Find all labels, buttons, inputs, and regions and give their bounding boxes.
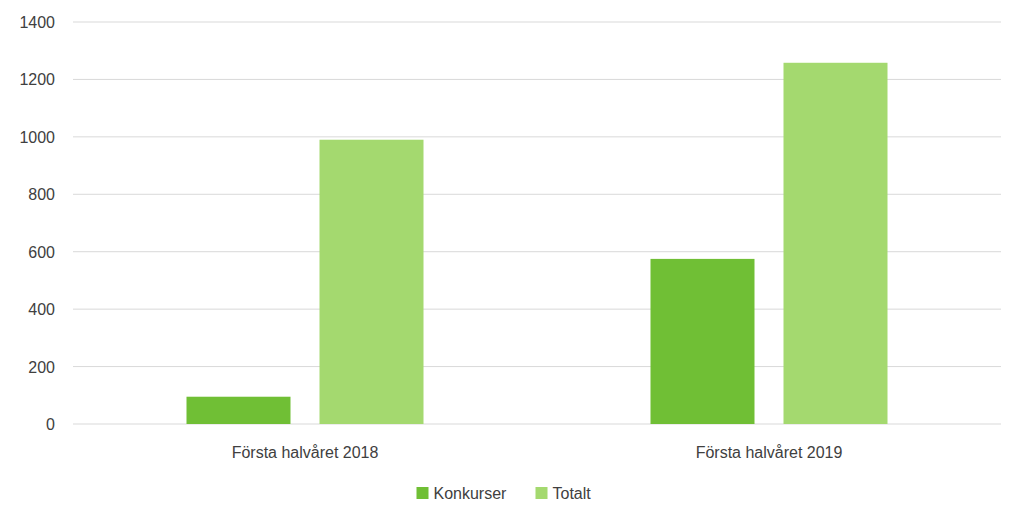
bar — [320, 140, 424, 424]
y-tick-label: 1400 — [19, 14, 55, 31]
chart-container: 0 200 400 600 800 1000 1200 1400 Första halvåret… — [0, 0, 1024, 524]
grid-line — [73, 22, 1001, 23]
y-tick-label: 800 — [28, 186, 55, 203]
bar — [187, 397, 291, 424]
x-tick-label: Första halvåret 2019 — [696, 444, 843, 461]
y-tick-label: 1200 — [19, 71, 55, 88]
bar — [784, 63, 888, 424]
chart-svg: 0 200 400 600 800 1000 1200 1400 Första halvåret… — [0, 0, 1024, 524]
y-tick-label: 200 — [28, 359, 55, 376]
y-tick-label: 1000 — [19, 129, 55, 146]
y-tick-label: 600 — [28, 244, 55, 261]
bars — [187, 63, 888, 424]
y-tick-label: 0 — [46, 416, 55, 433]
legend: Konkurser Totalt — [417, 485, 592, 502]
legend-swatch — [536, 487, 548, 499]
legend-label: Totalt — [553, 485, 592, 502]
bar — [651, 259, 755, 424]
legend-label: Konkurser — [434, 485, 508, 502]
y-tick-label: 400 — [28, 301, 55, 318]
grid — [73, 22, 1001, 424]
x-tick-label: Första halvåret 2018 — [232, 444, 379, 461]
legend-swatch — [417, 487, 429, 499]
